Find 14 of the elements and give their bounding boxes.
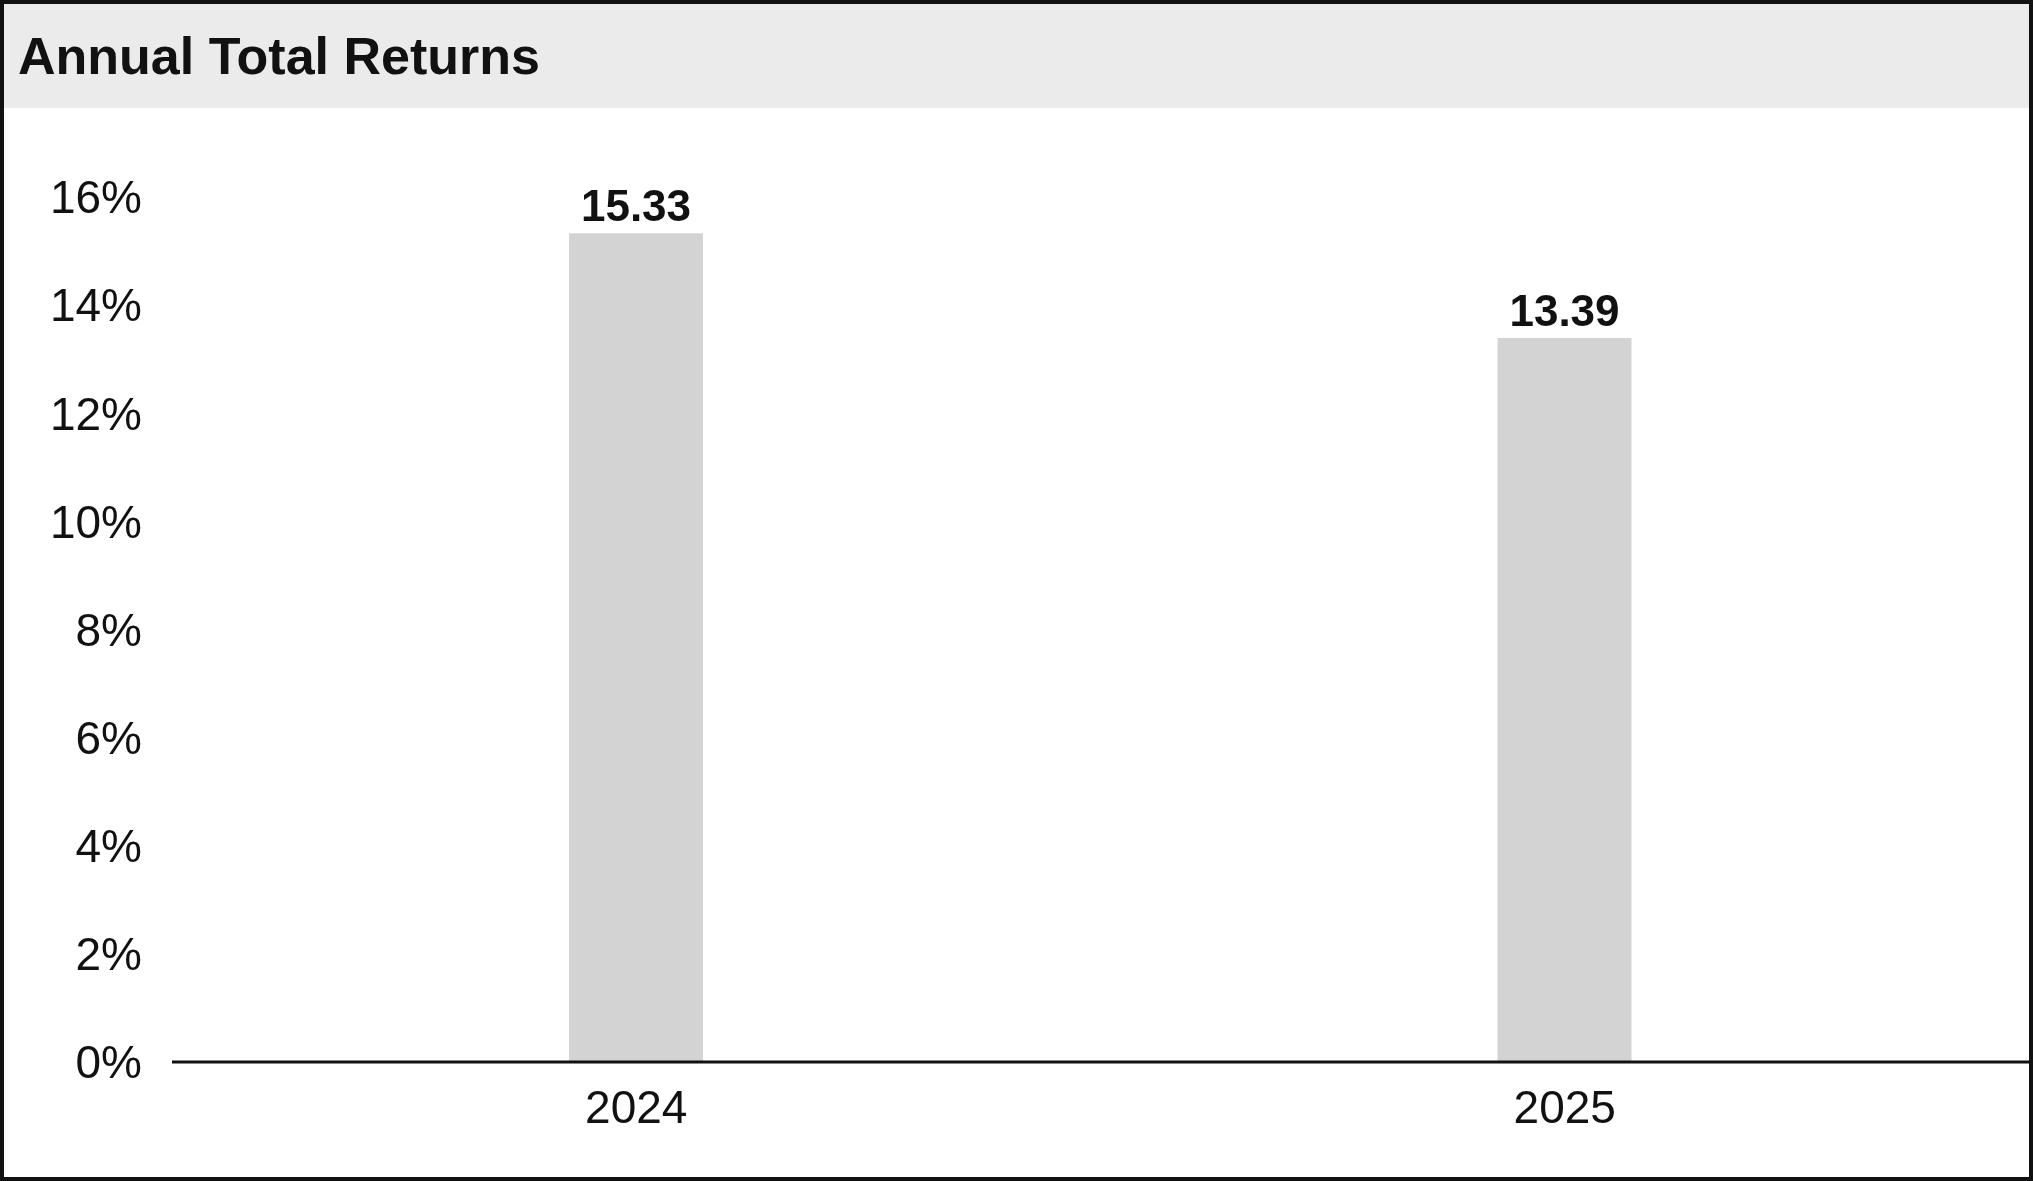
y-tick-label: 4% [75,820,142,873]
y-tick-label: 6% [75,711,142,764]
y-tick-label: 8% [75,603,142,656]
data-label: 13.39 [1509,286,1620,336]
y-tick-label: 16% [49,171,142,224]
y-tick-label: 2% [75,928,142,981]
data-label: 15.33 [580,181,692,231]
x-tick-label: 2025 [1513,1080,1616,1133]
y-tick-label: 0% [75,1036,142,1089]
y-tick-label: 12% [49,387,142,440]
x-tick-label: 2024 [585,1080,688,1133]
y-tick-label: 14% [49,279,142,332]
y-tick-label: 10% [49,495,142,548]
chart-title: Annual Total Returns [4,4,2029,108]
